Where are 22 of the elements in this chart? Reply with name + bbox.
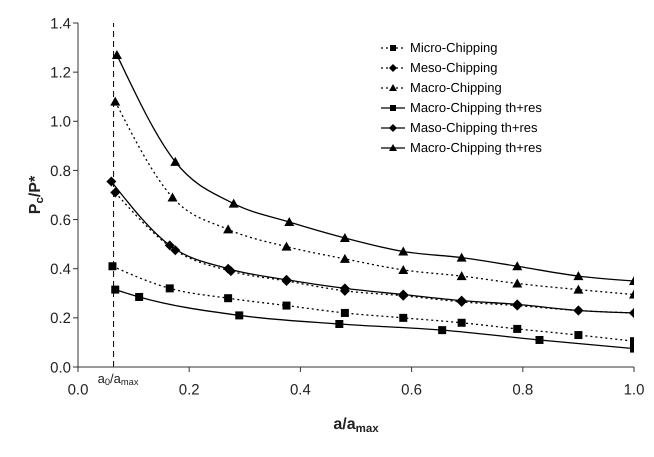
- y-tick-label: 0.2: [50, 310, 71, 328]
- x-axis-title: a/a$_{max}$: [333, 416, 380, 435]
- legend-label: Meso-Chipping: [410, 59, 498, 77]
- y-tick-label: 1.2: [50, 64, 71, 82]
- legend-label: Maso-Chipping th+res: [410, 119, 538, 137]
- x-tick-label: 0.2: [178, 382, 200, 399]
- y-tick-label: 1.4: [50, 15, 71, 32]
- y-tick-label: 0.6: [50, 212, 71, 229]
- x-tick-label: 0.4: [290, 382, 311, 399]
- x-tick-label: 0.0: [68, 382, 88, 399]
- legend-label: Micro-Chipping: [410, 39, 498, 57]
- y-tick-label: 0.4: [50, 261, 71, 278]
- y-tick-label: 1.0: [50, 114, 71, 131]
- y-tick-label: 0.8: [50, 162, 71, 180]
- y-tick-label: 0.0: [50, 359, 71, 376]
- legend-label: Macro-Chipping th+res: [410, 139, 542, 157]
- legend-label: Macro-Chipping th+res: [410, 99, 542, 117]
- x-tick-label: 1.0: [624, 382, 644, 399]
- x-tick-label: 0.6: [401, 382, 422, 399]
- x-tick-label: 0.8: [512, 382, 534, 399]
- legend-label: Macro-Chipping: [410, 79, 502, 97]
- ref-line-label: a$_{0}$/a$_{max}$: [98, 371, 139, 388]
